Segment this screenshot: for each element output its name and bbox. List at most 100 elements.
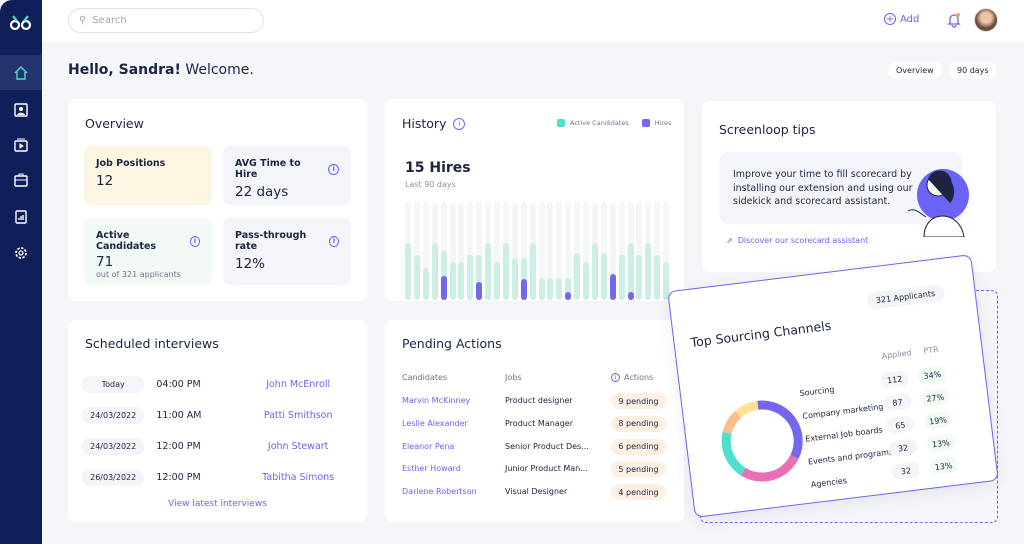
interview-date: 26/03/2022	[82, 469, 145, 486]
donut-segment	[721, 400, 803, 482]
range-filter[interactable]: 90 days	[949, 62, 997, 79]
bar-active-candidates	[600, 252, 607, 300]
external-link-icon: ⇗	[726, 236, 733, 245]
pending-actions-badge[interactable]: 4 pending	[611, 484, 666, 501]
briefcase-icon	[14, 173, 28, 187]
info-icon[interactable]: i	[189, 235, 200, 247]
avatar[interactable]	[974, 8, 998, 32]
sidebar-item-reports[interactable]	[0, 198, 42, 233]
pending-candidate[interactable]: Eleanor Pena	[402, 441, 455, 451]
page-title: Hello, Sandra! Welcome.	[68, 62, 254, 78]
interview-row[interactable]: 24/03/2022 12:00 PM John Stewart	[82, 438, 342, 455]
illustration-woman	[907, 169, 969, 237]
pending-actions-badge[interactable]: 8 pending	[611, 415, 666, 432]
bar-track	[538, 202, 545, 300]
interview-time: 04:00 PM	[156, 379, 201, 390]
overview-card: Overview Job Positions 12 AVG Time to Hir…	[68, 99, 367, 301]
legend-swatch-hires	[641, 119, 650, 127]
overview-filter[interactable]: Overview	[888, 62, 942, 79]
channel-name: Agencies	[810, 476, 848, 490]
channel-name: Events and programs	[807, 447, 894, 467]
bar-hires	[565, 292, 572, 300]
pending-candidate[interactable]: Darlene Robertson	[402, 487, 477, 497]
add-label: Add	[900, 13, 920, 25]
gear-icon	[15, 246, 27, 259]
pending-job: Senior Product Des...	[505, 441, 589, 451]
chart-legend: Active Candidates Hires	[557, 119, 671, 127]
interview-candidate[interactable]: John McEnroll	[266, 379, 331, 390]
channel-ptr: 13%	[928, 456, 959, 476]
card-title: Scheduled interviews	[85, 336, 219, 351]
search-input[interactable]: ⚲ Search	[68, 8, 264, 33]
home-icon	[14, 65, 28, 80]
stat-avg-time: AVG Time to Hire i 22 days	[223, 146, 351, 205]
pending-actions-badge[interactable]: 9 pending	[611, 393, 666, 409]
stat-job-positions: Job Positions 12	[84, 146, 212, 205]
channel-name: External Job boards	[804, 425, 884, 444]
sidebar-item-home[interactable]	[0, 55, 42, 90]
bar-track	[565, 202, 572, 300]
pending-card: Pending Actions Candidates Jobs i Actions…	[385, 320, 684, 522]
bell-icon[interactable]	[947, 12, 961, 28]
donut-segment	[721, 400, 803, 482]
info-icon[interactable]: i	[328, 235, 339, 247]
channel-ptr: 27%	[920, 387, 951, 408]
info-icon[interactable]: i	[453, 117, 466, 130]
interview-candidate[interactable]: Tabitha Simons	[262, 472, 335, 483]
bar-active-candidates	[467, 254, 474, 300]
bar-track	[663, 202, 670, 300]
channel-applied: 65	[885, 415, 916, 435]
sidebar-item-settings[interactable]	[0, 235, 42, 270]
pending-actions-badge[interactable]: 6 pending	[611, 438, 666, 455]
bar-active-candidates	[529, 243, 536, 300]
bar-active-candidates	[458, 261, 465, 300]
channel-name: Sourcing	[799, 384, 835, 399]
video-icon	[14, 138, 28, 152]
bar-track	[583, 202, 589, 300]
view-interviews-link[interactable]: View latest interviews	[168, 499, 267, 509]
bar-active-candidates	[627, 243, 634, 300]
stat-label: Pass-through rate	[235, 230, 307, 252]
column-header-applied: Applied	[881, 348, 913, 361]
interview-row[interactable]: 26/03/2022 12:00 PM Tabitha Simons	[82, 469, 342, 486]
bar-track	[636, 202, 643, 300]
pending-candidate[interactable]: Leslie Alexander	[402, 418, 468, 428]
bar-track	[609, 202, 616, 300]
bar-active-candidates	[565, 278, 572, 300]
interview-candidate[interactable]: Patti Smithson	[263, 410, 333, 421]
plus-circle-icon: +	[884, 13, 896, 25]
bar-active-candidates	[405, 243, 411, 300]
bar-track	[449, 202, 456, 300]
stat-value: 22 days	[235, 184, 289, 200]
bar-track	[413, 202, 420, 300]
interview-row[interactable]: 24/03/2022 11:00 AM Patti Smithson	[82, 407, 342, 424]
legend-hires: Hires	[654, 119, 672, 127]
card-title: Overview	[85, 116, 144, 131]
bar-active-candidates	[413, 254, 420, 300]
info-icon[interactable]: i	[611, 373, 620, 382]
add-button[interactable]: + Add	[884, 13, 919, 25]
stat-value: 12%	[235, 256, 266, 272]
interview-candidate[interactable]: John Stewart	[267, 441, 329, 452]
column-header-candidates: Candidates	[402, 373, 448, 382]
bar-track	[618, 202, 625, 300]
pending-candidate[interactable]: Esther Howard	[402, 464, 461, 474]
bar-active-candidates	[583, 261, 589, 300]
card-title: Pending Actions	[402, 336, 502, 351]
discover-link-label: Discover our scorecard assistant	[737, 236, 869, 245]
bar-active-candidates	[618, 254, 625, 300]
pending-candidate[interactable]: Marvin McKinney	[402, 396, 471, 405]
channel-ptr: 19%	[923, 410, 953, 431]
info-icon[interactable]: i	[328, 163, 339, 175]
pending-actions-badge[interactable]: 5 pending	[611, 461, 666, 478]
sidebar-item-jobs[interactable]	[0, 162, 42, 197]
pending-job: Junior Product Man...	[505, 464, 588, 474]
sidebar-item-candidates[interactable]	[0, 92, 42, 127]
interview-row[interactable]: Today 04:00 PM John McEnroll	[82, 376, 342, 393]
discover-link[interactable]: ⇗ Discover our scorecard assistant	[726, 236, 868, 245]
sourcing-card[interactable]: Top Sourcing Channels 321 Applicants App…	[667, 254, 999, 518]
bar-hires	[440, 275, 447, 300]
channel-applied: 32	[888, 438, 918, 458]
sidebar-item-videos[interactable]	[0, 127, 42, 162]
bar-active-candidates	[574, 252, 581, 300]
